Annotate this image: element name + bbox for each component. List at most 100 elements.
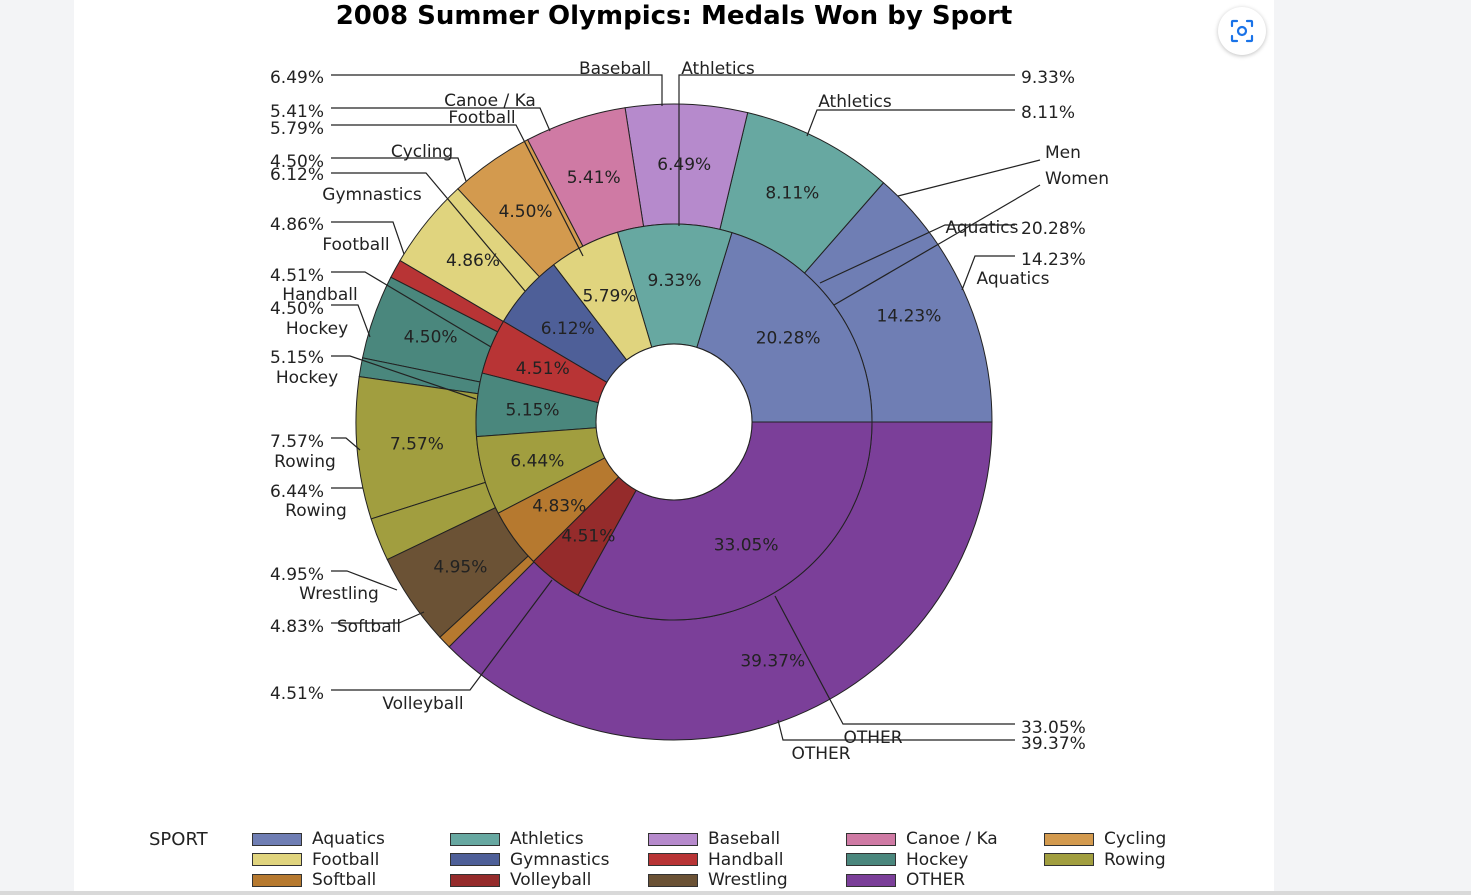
legend-item-athletics: Athletics — [450, 829, 648, 850]
legend-item-volleyball: Volleyball — [450, 870, 648, 891]
callout-line-left-7 — [331, 304, 371, 338]
slice-label-inner-handball-4: 4.51% — [516, 359, 570, 379]
slice-label-inner-other-9: 33.05% — [714, 535, 779, 555]
slice-label-inner-gymnastics-3: 6.12% — [541, 319, 595, 339]
legend-label: Wrestling — [708, 870, 788, 891]
legend-label: Canoe / Ka — [906, 829, 998, 850]
bottom-divider — [0, 891, 1471, 895]
callout-line-left-1 — [331, 107, 551, 132]
legend-item-other: OTHER — [846, 870, 1044, 891]
callout-pct-right-4: 20.28% — [1021, 219, 1086, 239]
chart-title: 2008 Summer Olympics: Medals Won by Spor… — [335, 1, 1013, 31]
legend-swatch — [648, 832, 698, 846]
slice-label-inner-football-2: 5.79% — [583, 286, 637, 306]
legend-label: Hockey — [906, 849, 969, 870]
callout-pct-left-1: 5.41% — [270, 102, 324, 122]
legend-item-gymnastics: Gymnastics — [450, 850, 648, 871]
legend-swatch — [648, 873, 698, 887]
slice-label-outer-football-5: 4.86% — [446, 251, 500, 271]
callout-label-right-6: OTHER — [843, 728, 902, 748]
legend-item-handball: Handball — [648, 850, 846, 871]
callout-pct-left-7: 4.50% — [270, 299, 324, 319]
slice-label-inner-volleyball-8: 4.51% — [561, 526, 615, 546]
callout-pct-left-8: 5.15% — [270, 348, 324, 368]
donut-hole — [595, 343, 753, 501]
legend-label: Volleyball — [510, 870, 592, 891]
legend-swatch — [450, 832, 500, 846]
legend-item-canoe-ka: Canoe / Ka — [846, 829, 1044, 850]
legend-item-hockey: Hockey — [846, 850, 1044, 871]
callout-line-left-6 — [331, 271, 492, 348]
slice-label-outer-hockey-7: 4.50% — [404, 327, 458, 347]
slice-label-outer-wrestling-11: 4.95% — [433, 558, 487, 578]
callout-pct-right-7: 39.37% — [1021, 734, 1086, 754]
slice-label-outer-baseball-2: 6.49% — [657, 155, 711, 175]
callout-label-left-9: Rowing — [274, 452, 336, 472]
legend-label: Aquatics — [312, 829, 385, 850]
legend-swatch — [252, 832, 302, 846]
inner-ring — [475, 223, 873, 621]
legend-swatch — [846, 853, 896, 867]
callout-line-left-8 — [331, 355, 477, 400]
legend-swatch — [648, 853, 698, 867]
callout-pct-left-11: 4.95% — [270, 565, 324, 585]
callout-line-left-0 — [331, 74, 663, 106]
callout-label-right-3: Women — [1045, 169, 1109, 189]
callout-pct-left-13: 4.51% — [270, 684, 324, 704]
callout-label-right-4: Aquatics — [946, 218, 1019, 238]
slice-label-inner-aquatics-0: 20.28% — [756, 329, 821, 349]
callout-pct-left-4: 6.12% — [270, 165, 324, 185]
legend-swatch — [252, 853, 302, 867]
callout-line-right-7 — [777, 719, 1015, 741]
callout-line-left-13 — [331, 579, 553, 691]
callout-pct-right-5: 14.23% — [1021, 250, 1086, 270]
slice-label-outer-cycling-4: 4.50% — [499, 202, 553, 222]
callout-pct-left-10: 6.44% — [270, 482, 324, 502]
callout-label-right-5: Aquatics — [977, 269, 1050, 289]
legend-label: Baseball — [708, 829, 781, 850]
callouts: 6.49% Baseball 5.41% Canoe / Ka 5.79% Footbal… — [270, 59, 1109, 764]
callout-label-left-10: Rowing — [285, 501, 347, 521]
legend-swatch — [846, 832, 896, 846]
legend-swatch — [1044, 832, 1094, 846]
callout-pct-right-1: 8.11% — [1021, 103, 1075, 123]
callout-line-left-2 — [331, 124, 584, 257]
callout-line-right-1 — [806, 109, 1015, 137]
visual-search-button[interactable] — [1218, 7, 1266, 55]
callout-pct-left-2: 5.79% — [270, 119, 324, 139]
callout-pct-left-3: 4.50% — [270, 152, 324, 172]
legend-item-wrestling: Wrestling — [648, 870, 846, 891]
callout-pct-right-0: 9.33% — [1021, 68, 1075, 88]
callout-line-left-5 — [331, 221, 405, 255]
slice-label-inner-rowing-6: 6.44% — [510, 452, 564, 472]
legend-label: OTHER — [906, 870, 966, 891]
callout-label-left-6: Handball — [282, 285, 357, 305]
callout-label-left-7: Hockey — [286, 319, 348, 339]
legend-item-softball: Softball — [252, 870, 450, 891]
callout-label-right-1: Athletics — [818, 92, 892, 112]
slice-labels: 20.28% 9.33% 5.79% 6.12% 4.51% 5.15% 6.44% 4.83… — [390, 155, 941, 671]
legend-swatch — [450, 853, 500, 867]
slice-label-inner-athletics-1: 9.33% — [648, 271, 702, 291]
slice-label-outer-rowing-9: 7.57% — [390, 434, 444, 454]
callout-line-right-2 — [897, 159, 1041, 197]
callout-label-left-12: Softball — [337, 617, 401, 637]
legend-item-football: Football — [252, 850, 450, 871]
legend: Aquatics Athletics Baseball Canoe / Ka Cycli… — [252, 829, 1252, 891]
slice-label-outer-canoe-ka-3: 5.41% — [567, 168, 621, 188]
legend-swatch — [1044, 853, 1094, 867]
callout-pct-left-5: 4.86% — [270, 215, 324, 235]
legend-label: Athletics — [510, 829, 584, 850]
callout-line-left-9 — [331, 437, 361, 451]
callout-line-left-3 — [331, 157, 467, 182]
callout-pct-left-12: 4.83% — [270, 617, 324, 637]
legend-item-baseball: Baseball — [648, 829, 846, 850]
legend-label: Handball — [708, 849, 784, 870]
slice-label-outer-other-13: 39.37% — [740, 651, 805, 671]
outer-ring — [355, 103, 993, 741]
legend-item-rowing: Rowing — [1044, 850, 1242, 871]
callout-line-left-4 — [331, 172, 526, 292]
legend-item-cycling: Cycling — [1044, 829, 1242, 850]
callout-label-right-0: Athletics — [681, 59, 755, 79]
